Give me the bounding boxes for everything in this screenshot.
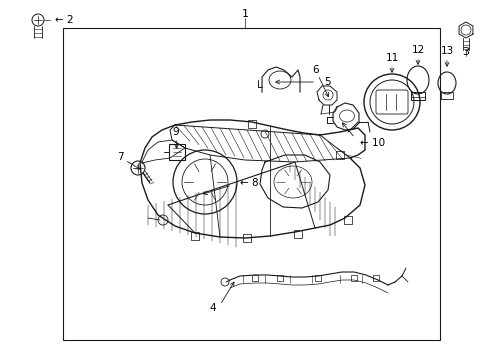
Bar [293,230,302,238]
Bar [350,275,356,281]
Bar [276,275,283,281]
Bar [169,144,184,160]
Bar [251,275,258,281]
Bar [440,92,452,99]
Text: 11: 11 [385,53,398,63]
Bar [335,151,343,159]
Text: 13: 13 [440,46,453,56]
Text: 3: 3 [462,47,468,57]
Bar [343,216,351,224]
Bar [247,120,256,128]
Text: 12: 12 [410,45,424,55]
Bar [243,234,250,242]
Text: 5: 5 [324,77,330,87]
Text: ← 2: ← 2 [55,15,74,25]
Bar [314,275,320,281]
Text: ← 10: ← 10 [359,138,385,148]
Text: 1: 1 [241,9,248,19]
Bar [372,275,378,281]
Bar [63,28,439,340]
Bar [410,92,424,100]
Text: 7: 7 [117,152,123,162]
Bar [191,232,199,240]
Text: 6: 6 [312,65,319,75]
Text: 9: 9 [172,127,179,137]
Text: ← 8: ← 8 [240,178,258,188]
Text: 4: 4 [209,303,216,313]
